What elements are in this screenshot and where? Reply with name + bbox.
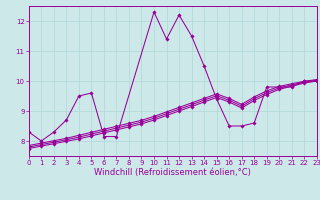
X-axis label: Windchill (Refroidissement éolien,°C): Windchill (Refroidissement éolien,°C) [94,168,251,177]
